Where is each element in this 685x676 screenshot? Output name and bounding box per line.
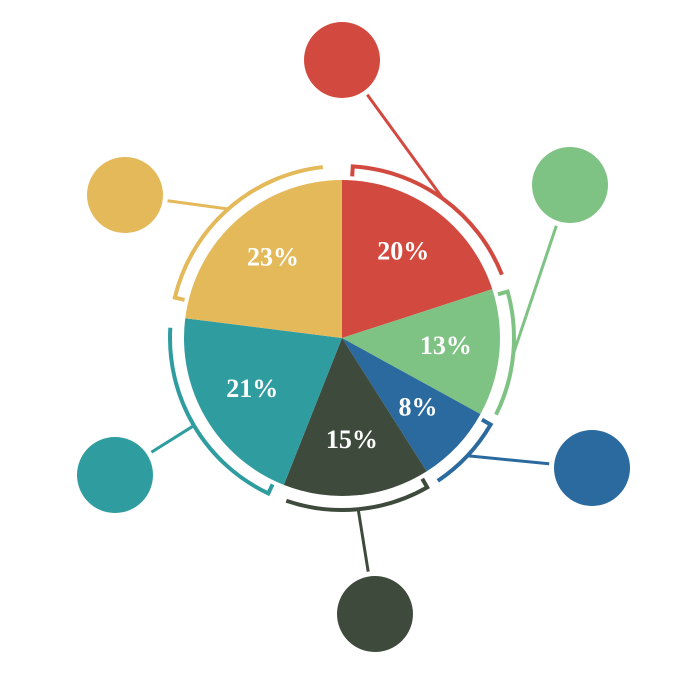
callout-circle-3	[337, 576, 413, 652]
slice-label-0: 20%	[377, 237, 429, 266]
callout-circle-0	[304, 22, 380, 98]
callout-circle-1	[532, 147, 608, 223]
callout-circle-2	[554, 430, 630, 506]
callout-circle-5	[87, 157, 163, 233]
pie-infographic: 20% 13% 8% 15% 21% 23%	[0, 0, 685, 676]
pie-chart-svg: 20% 13% 8% 15% 21% 23%	[0, 0, 685, 676]
slice-label-1: 13%	[420, 331, 472, 360]
slice-label-2: 8%	[399, 392, 438, 421]
slice-label-4: 21%	[226, 374, 278, 403]
slice-label-3: 15%	[326, 425, 378, 454]
callout-circle-4	[77, 437, 153, 513]
slice-label-5: 23%	[247, 243, 299, 272]
